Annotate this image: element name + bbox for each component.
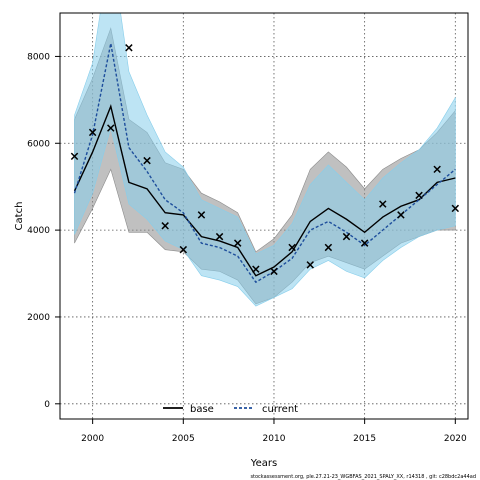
y-tick-label: 6000 [27, 139, 50, 149]
x-tick-label: 2020 [444, 434, 467, 444]
observation-marker [197, 211, 206, 219]
y-tick-label: 0 [44, 400, 50, 410]
y-axis-ticks: 0 2000 4000 6000 8000 [27, 52, 60, 410]
observation-marker [161, 222, 169, 230]
observation-marker [342, 232, 351, 241]
x-axis-ticks: 2000 2005 2010 2015 2020 [81, 419, 467, 444]
line-base [73, 104, 456, 277]
observation-marker [324, 243, 333, 252]
x-tick-label: 2010 [263, 434, 286, 444]
x-tick-label: 2015 [353, 434, 376, 444]
plot-frame [59, 12, 469, 420]
observation-marker [415, 191, 423, 200]
line-current [73, 43, 456, 284]
observation-marker [397, 211, 405, 219]
observation-marker [107, 124, 115, 132]
y-tick-label: 2000 [27, 313, 50, 323]
observation-marker [306, 261, 314, 269]
legend: base current [163, 404, 298, 415]
observation-marker [88, 128, 97, 137]
observation-marker [433, 165, 441, 174]
series-lines [73, 43, 456, 284]
observation-marker [252, 265, 260, 273]
band-current [74, 13, 456, 307]
observation-marker [179, 245, 188, 254]
legend-base-label: base [190, 404, 214, 415]
observation-marker [143, 156, 151, 165]
observation-marker [360, 239, 369, 247]
x-tick-label: 2005 [172, 434, 195, 444]
observation-marker [233, 239, 242, 247]
credit-text: stockassessment.org, ple.27.21-23_WGBFAS… [250, 474, 476, 480]
legend-current-label: current [262, 404, 298, 415]
y-tick-label: 4000 [27, 226, 50, 236]
x-axis-title: Years [250, 458, 277, 469]
observation-marker [379, 200, 387, 208]
observation-markers [70, 44, 460, 276]
observation-marker [270, 267, 278, 276]
confidence-bands [74, 13, 456, 307]
observation-marker [288, 243, 296, 252]
observation-marker [125, 44, 133, 52]
y-tick-label: 8000 [27, 52, 50, 62]
observation-marker [215, 232, 224, 241]
observation-marker [70, 152, 79, 161]
x-tick-label: 2000 [81, 434, 104, 444]
y-axis-title: Catch [14, 202, 25, 231]
observation-marker [451, 204, 460, 213]
